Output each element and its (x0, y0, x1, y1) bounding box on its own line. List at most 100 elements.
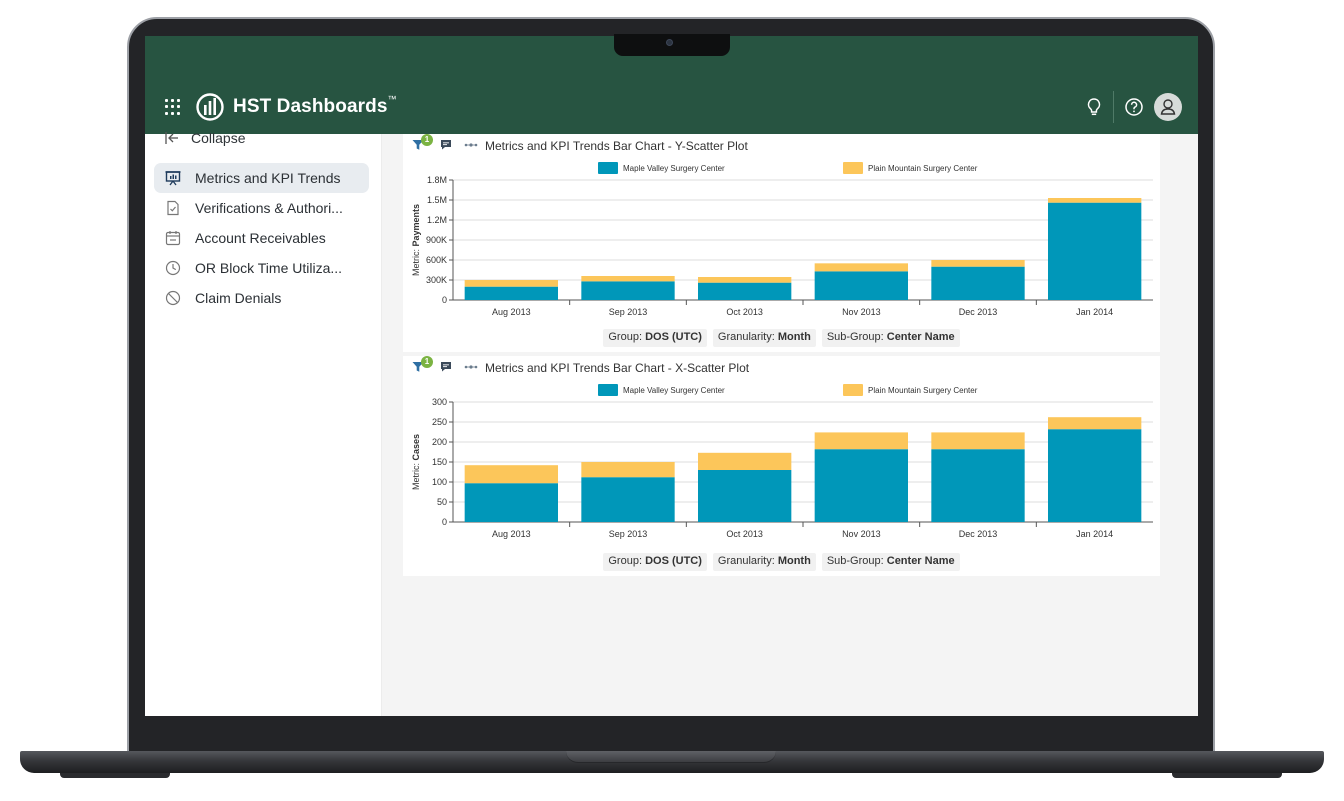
drag-handle-icon[interactable] (464, 140, 478, 150)
legend-label: Maple Valley Surgery Center (623, 385, 725, 395)
x-tick-label: Jan 2014 (1076, 307, 1113, 317)
bar-series2 (698, 452, 792, 470)
apps-grid-icon[interactable] (165, 99, 181, 115)
bar-series1 (698, 470, 792, 522)
ban-icon (165, 290, 181, 306)
y-axis-label-metric: Payments (411, 204, 421, 247)
legend-swatch (598, 384, 618, 396)
user-avatar[interactable] (1154, 93, 1182, 121)
app-brand[interactable]: HST Dashboards™ (233, 94, 397, 118)
y-axis-label-prefix: Metric: (411, 247, 421, 277)
granularity-value: Month (777, 555, 811, 567)
y-tick-label: 1.8M (427, 175, 447, 185)
group-value: DOS (UTC) (645, 331, 702, 343)
bar-series1 (1048, 202, 1142, 300)
bar-series2 (581, 462, 675, 478)
comment-icon[interactable] (440, 361, 452, 373)
y-tick-label: 1.5M (427, 195, 447, 205)
collapse-button[interactable]: Collapse (165, 128, 245, 148)
bar-series2 (1048, 198, 1142, 203)
x-tick-label: Nov 2013 (842, 307, 881, 317)
sidebar-item-label: Metrics and KPI Trends (195, 170, 341, 186)
bar-series2 (814, 263, 908, 272)
legend-swatch (843, 384, 863, 396)
subgroup-chip: Sub-Group: Center Name (821, 553, 960, 571)
y-tick-label: 300K (426, 275, 447, 285)
bar-series1 (464, 286, 558, 300)
granularity-label: Granularity: (717, 331, 775, 343)
group-value: DOS (UTC) (645, 555, 702, 567)
y-tick-label: 150 (432, 457, 447, 467)
y-tick-label: 1.2M (427, 215, 447, 225)
y-axis-label-metric: Cases (411, 434, 421, 461)
x-tick-label: Oct 2013 (726, 307, 763, 317)
legend-item[interactable]: Plain Mountain Surgery Center (843, 384, 977, 396)
y-axis-label: Metric: Cases (411, 434, 421, 490)
bar-series1 (931, 266, 1025, 300)
sidebar-item-label: Verifications & Authori... (195, 200, 343, 216)
y-axis-label-prefix: Metric: (411, 461, 421, 491)
drag-handle-icon[interactable] (464, 362, 478, 372)
sidebar-item-label: OR Block Time Utiliza... (195, 260, 343, 276)
header-divider (1113, 91, 1114, 123)
y-tick-label: 600K (426, 255, 447, 265)
sidebar-item-verifications[interactable]: Verifications & Authori... (154, 193, 369, 223)
group-chip: Group: DOS (UTC) (603, 329, 707, 347)
laptop-base-notch (566, 751, 776, 763)
presentation-chart-icon (165, 171, 181, 186)
legend-item[interactable]: Maple Valley Surgery Center (598, 162, 725, 174)
subgroup-value: Center Name (886, 555, 955, 567)
help-icon[interactable] (1123, 96, 1145, 118)
legend-item[interactable]: Plain Mountain Surgery Center (843, 162, 977, 174)
y-tick-label: 900K (426, 235, 447, 245)
laptop-foot-right (1172, 773, 1282, 778)
x-tick-label: Aug 2013 (492, 529, 531, 539)
screen: HST Dashboards™ Collapse (145, 36, 1198, 716)
legend-swatch (843, 162, 863, 174)
sidebar-item-claim-denials[interactable]: Claim Denials (154, 283, 369, 313)
granularity-chip: Granularity: Month (712, 553, 816, 571)
x-tick-label: Nov 2013 (842, 529, 881, 539)
calendar-icon (165, 231, 181, 246)
sidebar: Collapse Metrics and KPI Trends Verifica… (145, 130, 382, 716)
bar-series2 (464, 465, 558, 484)
bar-series2 (464, 280, 558, 287)
collapse-arrow-icon (165, 132, 178, 144)
group-chip: Group: DOS (UTC) (603, 553, 707, 571)
sidebar-item-account-receivables[interactable]: Account Receivables (154, 223, 369, 253)
comment-icon[interactable] (440, 139, 452, 151)
granularity-label: Granularity: (717, 555, 775, 567)
y-tick-label: 100 (432, 477, 447, 487)
brand-text: HST Dashboards (233, 96, 388, 117)
chart-title: Metrics and KPI Trends Bar Chart - Y-Sca… (485, 139, 748, 153)
y-axis-label: Metric: Payments (411, 204, 421, 276)
bar-chart-payments: 0 300K 600K 900K 1.2M 1.5M 1.8M Metric: Payment… (411, 175, 1153, 317)
chart-panel-cases: 1 Metrics and KPI Trends Bar Chart - X-S… (403, 356, 1160, 576)
y-tick-label: 0 (442, 295, 447, 305)
filter-icon[interactable] (412, 139, 424, 151)
sidebar-item-metrics-kpi-trends[interactable]: Metrics and KPI Trends (154, 163, 369, 193)
x-tick-label: Sep 2013 (609, 529, 648, 539)
sidebar-item-label: Account Receivables (195, 230, 326, 246)
bar-chart-cases: 0 50 100 150 200 250 300 Metric: Cases Aug 2013 S… (411, 397, 1153, 539)
bar-series2 (931, 260, 1025, 267)
clock-icon (165, 260, 181, 276)
sidebar-item-label: Claim Denials (195, 290, 282, 306)
granularity-value: Month (777, 331, 811, 343)
bar-series2 (814, 432, 908, 450)
filter-icon[interactable] (412, 361, 424, 373)
x-tick-label: Oct 2013 (726, 529, 763, 539)
bar-series1 (1048, 429, 1142, 522)
subgroup-label: Sub-Group: (826, 555, 884, 567)
bar-series1 (814, 271, 908, 300)
bar-series1 (931, 449, 1025, 522)
legend-item[interactable]: Maple Valley Surgery Center (598, 384, 725, 396)
x-tick-label: Dec 2013 (959, 529, 998, 539)
chart-panel-payments: 1 Metrics and KPI Trends Bar Chart - Y-S… (403, 134, 1160, 352)
chart-legend: Maple Valley Surgery Center Plain Mounta… (403, 384, 1160, 400)
granularity-chip: Granularity: Month (712, 329, 816, 347)
lightbulb-icon[interactable] (1083, 96, 1105, 118)
camera-icon (666, 39, 673, 46)
sidebar-item-or-block-time[interactable]: OR Block Time Utiliza... (154, 253, 369, 283)
camera-notch (614, 34, 730, 56)
